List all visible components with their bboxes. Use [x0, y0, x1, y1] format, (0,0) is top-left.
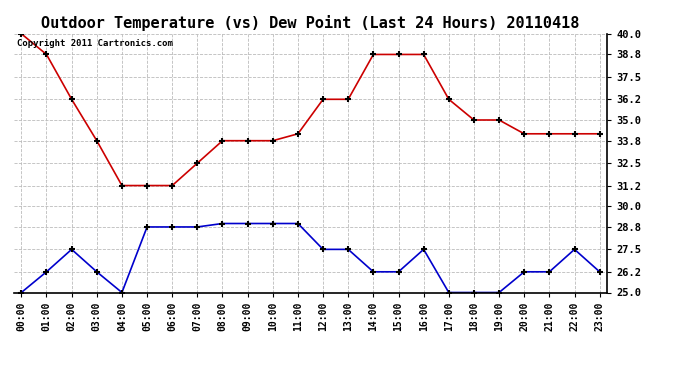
Title: Outdoor Temperature (vs) Dew Point (Last 24 Hours) 20110418: Outdoor Temperature (vs) Dew Point (Last…: [41, 15, 580, 31]
Text: Copyright 2011 Cartronics.com: Copyright 2011 Cartronics.com: [17, 39, 172, 48]
